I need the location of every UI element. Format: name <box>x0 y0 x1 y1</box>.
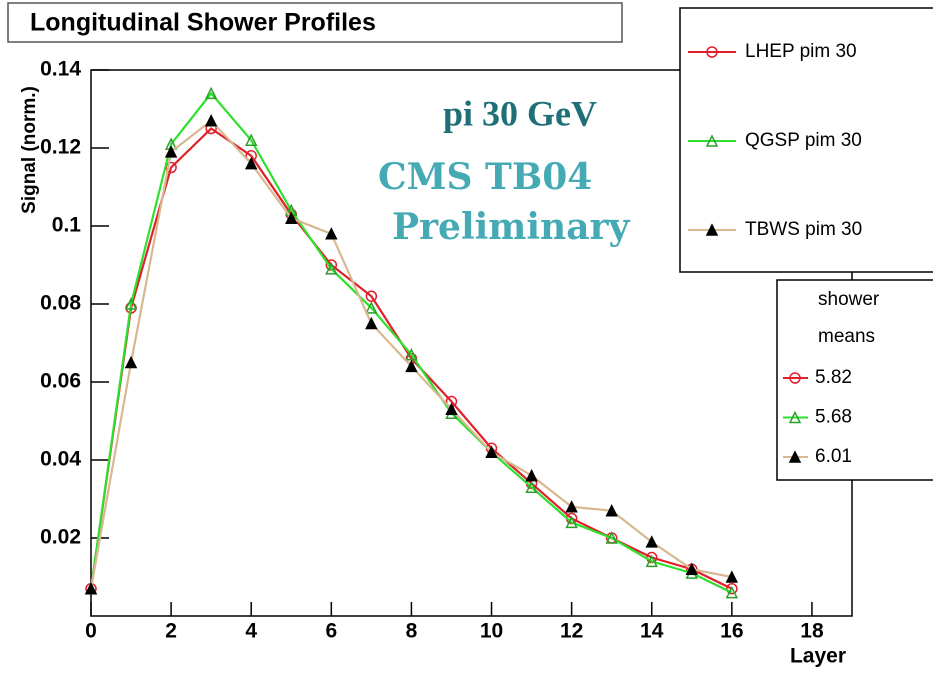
legend-marker <box>705 223 719 236</box>
legend-marker <box>706 46 718 58</box>
y-axis-label: Signal (norm.) <box>19 86 40 214</box>
marker <box>726 582 738 595</box>
means-legend-title: shower <box>818 289 880 310</box>
marker <box>204 114 218 127</box>
legend-marker <box>705 134 719 147</box>
marker <box>244 133 258 146</box>
marker <box>244 156 258 170</box>
marker <box>365 316 378 330</box>
x-tick-label: 16 <box>720 620 743 643</box>
x-tick-label: 12 <box>560 620 583 643</box>
marker <box>204 86 218 100</box>
series-line <box>89 127 733 590</box>
marker <box>565 500 578 513</box>
means-legend-title: means <box>818 326 875 347</box>
marker <box>445 402 458 416</box>
legend-label: QGSP pim 30 <box>745 130 862 151</box>
means-legend-marker <box>788 450 802 463</box>
x-tick-label: 2 <box>165 620 177 643</box>
marker <box>525 468 538 482</box>
marker <box>84 582 98 595</box>
y-tick-label: 0.06 <box>40 370 81 393</box>
y-tick-label: 0.1 <box>52 214 82 237</box>
x-tick-label: 0 <box>85 620 97 643</box>
annotation: Preliminary <box>392 206 631 248</box>
title-box <box>7 2 623 43</box>
marker <box>285 211 298 224</box>
means-legend-marker <box>789 372 801 384</box>
marker <box>124 355 138 369</box>
annotation: pi 30 GeV <box>443 93 597 133</box>
y-tick-label: 0.08 <box>40 292 81 315</box>
y-tick-label: 0.04 <box>40 448 81 471</box>
annotation: CMS TB04 <box>378 156 592 198</box>
means-legend <box>776 279 933 481</box>
x-axis-label: Layer <box>790 645 846 668</box>
marker <box>365 290 378 302</box>
x-tick-label: 10 <box>480 620 503 643</box>
series-line <box>89 91 733 594</box>
x-tick-label: 8 <box>406 620 418 643</box>
marker <box>485 445 498 458</box>
marker <box>405 348 418 361</box>
legend-label: LHEP pim 30 <box>745 41 857 62</box>
means-legend-value: 6.01 <box>815 446 852 467</box>
x-tick-label: 6 <box>325 620 337 643</box>
marker <box>325 262 338 275</box>
means-legend-value: 5.82 <box>815 367 852 388</box>
marker <box>325 227 338 240</box>
chart-title: Longitudinal Shower Profiles <box>30 9 376 37</box>
marker <box>365 301 378 314</box>
marker <box>525 480 538 494</box>
marker <box>645 554 658 568</box>
means-legend-marker <box>788 410 802 424</box>
legend-label: TBWS pim 30 <box>745 219 862 240</box>
marker <box>164 145 178 158</box>
y-tick-label: 0.14 <box>40 58 81 81</box>
marker <box>405 359 418 373</box>
marker <box>605 531 618 544</box>
marker <box>565 515 578 529</box>
marker <box>124 297 138 310</box>
marker <box>725 585 739 599</box>
x-tick-label: 18 <box>800 620 824 643</box>
x-tick-label: 14 <box>640 620 664 643</box>
x-tick-label: 4 <box>245 620 257 643</box>
y-tick-label: 0.02 <box>40 526 81 549</box>
marker <box>725 570 739 583</box>
marker <box>645 535 658 548</box>
y-tick-label: 0.12 <box>40 136 81 159</box>
marker <box>685 562 699 575</box>
marker <box>605 504 618 517</box>
means-legend-value: 5.68 <box>815 407 852 428</box>
